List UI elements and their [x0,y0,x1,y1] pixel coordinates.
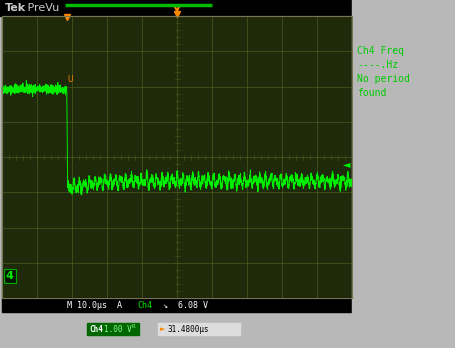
Text: Ch4: Ch4 [137,301,152,309]
Bar [87,323,139,335]
Bar [352,0,455,348]
Bar [2,16,352,298]
Text: Ch4: Ch4 [89,324,103,333]
Text: M 10.0μs  A: M 10.0μs A [67,301,132,309]
Text: ◄: ◄ [343,159,350,169]
Text: 1.00 V: 1.00 V [104,324,132,333]
Text: Tek: Tek [5,3,26,13]
Text: R: R [132,324,136,330]
Text: ►: ► [160,326,165,332]
Text: 31.4800μs: 31.4800μs [168,324,210,333]
Bar [2,16,352,298]
Bar [158,323,240,335]
Text: ----.Hz: ----.Hz [357,60,398,70]
Text: U: U [68,75,73,84]
Text: Ch4 Freq: Ch4 Freq [357,46,404,56]
Text: No period: No period [357,74,410,84]
Text: 4: 4 [6,271,14,281]
Text: ↘  6.08 V: ↘ 6.08 V [153,301,208,309]
Bar [2,298,352,312]
Text: PreVu: PreVu [24,3,59,13]
Bar [0,0,455,16]
Text: found: found [357,88,386,98]
